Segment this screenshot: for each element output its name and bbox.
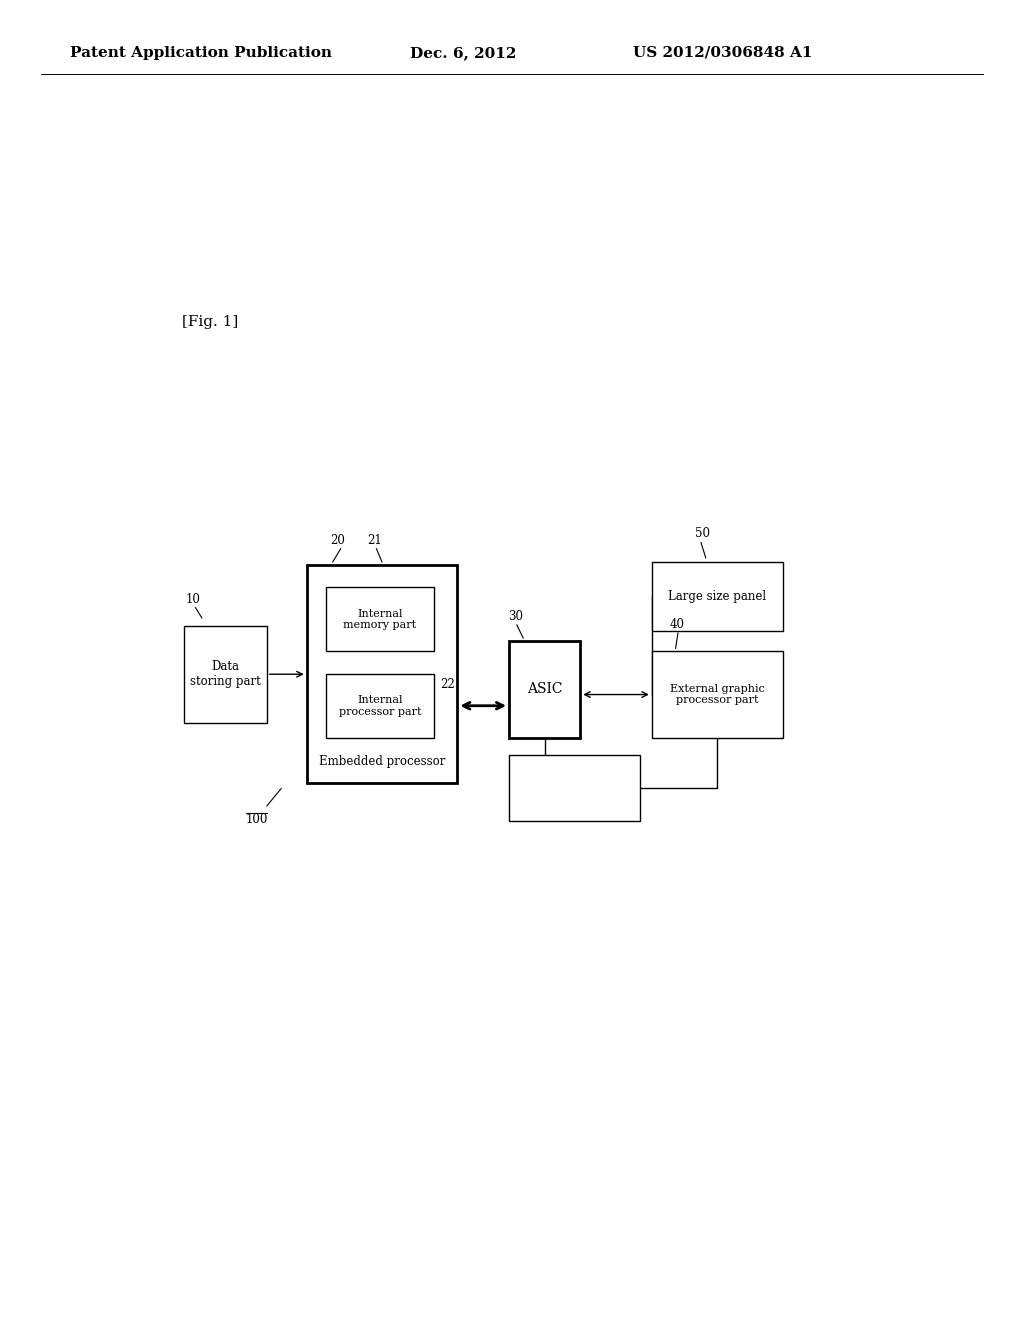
Text: Data
storing part: Data storing part (189, 660, 260, 688)
Text: 100: 100 (246, 813, 267, 826)
Text: Dec. 6, 2012: Dec. 6, 2012 (410, 46, 516, 59)
Text: 30: 30 (508, 610, 523, 623)
Bar (327, 673, 433, 738)
Text: 40: 40 (670, 618, 685, 631)
Text: 20: 20 (331, 533, 345, 546)
Bar (183, 626, 267, 722)
Bar (652, 562, 782, 631)
Text: US 2012/0306848 A1: US 2012/0306848 A1 (633, 46, 812, 59)
Bar (306, 565, 458, 784)
Text: 22: 22 (440, 678, 455, 690)
Text: [Fig. 1]: [Fig. 1] (182, 315, 239, 329)
Text: Internal
processor part: Internal processor part (339, 694, 421, 717)
Text: Internal
memory part: Internal memory part (343, 609, 417, 630)
Text: 50: 50 (694, 527, 710, 540)
Text: Large size panel: Large size panel (669, 590, 766, 603)
Bar (509, 642, 581, 738)
Text: ASIC: ASIC (527, 682, 562, 697)
Bar (327, 587, 433, 651)
Text: 10: 10 (185, 593, 200, 606)
Bar (652, 651, 782, 738)
Text: 21: 21 (368, 533, 382, 546)
Bar (509, 755, 640, 821)
Text: Patent Application Publication: Patent Application Publication (70, 46, 332, 59)
Text: Embedded processor: Embedded processor (318, 755, 445, 768)
Text: External graphic
processor part: External graphic processor part (670, 684, 765, 705)
